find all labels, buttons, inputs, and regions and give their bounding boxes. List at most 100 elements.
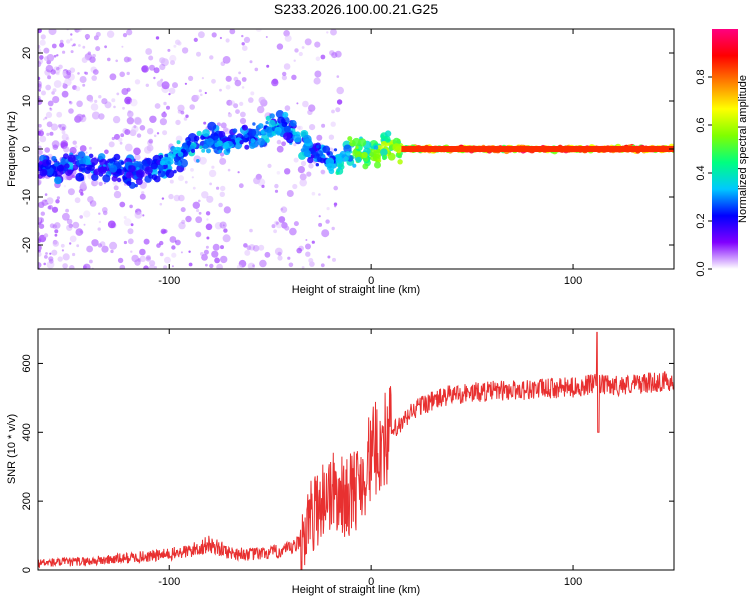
- spectrogram-x-ticks: -100 0 100: [158, 29, 582, 287]
- spectrogram-energy-cell: [39, 168, 48, 177]
- spectrogram-noise-cell: [117, 257, 124, 264]
- spectrogram-noise-cell: [307, 109, 313, 116]
- spectrogram-noise-cell: [237, 171, 240, 174]
- spectrogram-noise-cell: [185, 215, 192, 223]
- spectrogram-noise-cell: [38, 251, 42, 257]
- spectrogram-energy-cell: [53, 162, 59, 167]
- spectrogram-noise-cell: [111, 98, 116, 103]
- spectrogram-noise-cell: [55, 199, 60, 204]
- snr-frame: [37, 328, 675, 571]
- colorbar-tick-label: 0.6: [695, 117, 707, 132]
- spectrogram-noise-cell: [205, 211, 211, 216]
- spectrogram-noise-cell: [168, 193, 174, 200]
- spectrogram-noise-cell: [159, 57, 166, 64]
- spectrogram-energy-cell: [316, 145, 320, 149]
- spectrogram-xlabel: Height of straight line (km): [292, 284, 420, 296]
- spectrogram-energy-cell: [177, 151, 184, 158]
- spectrogram-noise-cell: [110, 249, 114, 254]
- spectrogram-noise-cell: [98, 181, 103, 186]
- spectrogram-noise-cell: [241, 42, 245, 46]
- spectrogram-noise-cell: [219, 191, 225, 197]
- spectrogram-noise-cell: [47, 100, 54, 107]
- spectrogram-noise-cell: [144, 146, 152, 154]
- spectrogram-noise-cell: [143, 265, 149, 269]
- spectrogram-noise-cell: [277, 255, 283, 261]
- spectrogram-noise-cell: [118, 137, 123, 142]
- spectrogram-noise-cell: [289, 227, 297, 236]
- spectrogram-noise-cell: [62, 146, 70, 153]
- spectrogram-noise-cell: [283, 63, 291, 70]
- spectrogram-noise-cell: [229, 100, 235, 106]
- spectrogram-noise-cell: [97, 227, 101, 231]
- spectrogram-noise-cell: [113, 185, 119, 191]
- spectrogram-y-tick-label: 10: [21, 95, 33, 107]
- spectrogram-noise-cell: [52, 144, 59, 150]
- spectrogram-noise-cell: [229, 29, 236, 35]
- spectrogram-noise-cell: [69, 146, 77, 155]
- spectrogram-energy-cell: [196, 130, 202, 137]
- spectrogram-energy-cell: [196, 159, 200, 163]
- spectrogram-noise-cell: [44, 116, 48, 120]
- spectrogram-energy-cell: [135, 169, 145, 179]
- spectrogram-noise-cell: [238, 71, 242, 75]
- spectrogram-noise-cell: [45, 84, 52, 91]
- spectrogram-noise-cell: [198, 31, 205, 39]
- spectrogram-energy-cell: [168, 165, 173, 171]
- spectrogram-noise-cell: [59, 42, 65, 48]
- spectrogram-noise-cell: [301, 266, 305, 269]
- spectrogram-noise-cell: [250, 91, 255, 96]
- spectrogram-noise-cell: [74, 29, 80, 33]
- spectrogram-noise-cell: [175, 239, 181, 246]
- spectrogram-noise-cell: [40, 34, 46, 40]
- spectrogram-noise-cell: [196, 208, 200, 213]
- spectrogram-noise-cell: [83, 265, 87, 269]
- spectrogram-energy-cell: [151, 174, 158, 181]
- spectrogram-noise-cell: [170, 60, 175, 66]
- spectrogram-noise-cell: [54, 222, 61, 229]
- spectrogram-energy-cell: [199, 145, 203, 150]
- spectrogram-energy-cell: [214, 135, 219, 140]
- spectrogram-noise-cell: [171, 245, 176, 250]
- spectrogram-noise-cell: [201, 77, 204, 80]
- spectrogram-noise-cell: [79, 145, 87, 152]
- spectrogram-noise-cell: [258, 244, 265, 251]
- spectrogram-noise-cell: [159, 252, 164, 257]
- spectrogram-noise-cell: [241, 34, 244, 38]
- spectrogram-noise-cell: [127, 57, 132, 62]
- spectrogram-energy-cell: [135, 178, 143, 185]
- spectrogram-noise-cell: [148, 138, 154, 144]
- spectrogram-noise-cell: [76, 244, 80, 248]
- spectrogram-noise-cell: [101, 207, 108, 213]
- spectrogram-noise-cell: [172, 82, 178, 89]
- spectrogram-noise-cell: [308, 258, 314, 263]
- spectrogram-noise-cell: [38, 123, 42, 128]
- spectrogram-energy-cell: [201, 148, 206, 153]
- spectrogram-noise-cell: [127, 110, 132, 114]
- spectrogram-noise-cell: [61, 249, 64, 252]
- spectrogram-energy-cell: [275, 110, 284, 119]
- spectrogram-noise-cell: [49, 108, 53, 111]
- spectrogram-noise-cell: [206, 195, 214, 203]
- spectrogram-noise-cell: [141, 191, 145, 195]
- spectrogram-noise-cell: [287, 256, 291, 260]
- spectrogram-noise-cell: [130, 98, 138, 107]
- spectrogram-energy-cell: [72, 164, 79, 171]
- spectrogram-noise-cell: [149, 64, 155, 71]
- spectrogram-noise-cell: [155, 36, 160, 40]
- spectrogram-y-tick-label: -10: [21, 189, 33, 205]
- spectrogram-noise-cell: [127, 228, 134, 235]
- spectrogram-noise-cell: [77, 29, 82, 32]
- spectrogram-noise-cell: [178, 175, 184, 182]
- spectrogram-noise-cell: [204, 91, 207, 95]
- spectrogram-noise-cell: [107, 57, 111, 62]
- spectrogram-noise-cell: [123, 218, 132, 227]
- spectrogram-noise-cell: [40, 211, 45, 216]
- spectrogram-noise-cell: [326, 31, 329, 34]
- spectrogram-noise-cell: [54, 229, 59, 234]
- spectrogram-noise-cell: [291, 74, 297, 81]
- spectrogram-noise-cell: [49, 131, 54, 136]
- spectrogram-noise-cell: [169, 87, 176, 95]
- spectrogram-noise-cell: [298, 125, 303, 131]
